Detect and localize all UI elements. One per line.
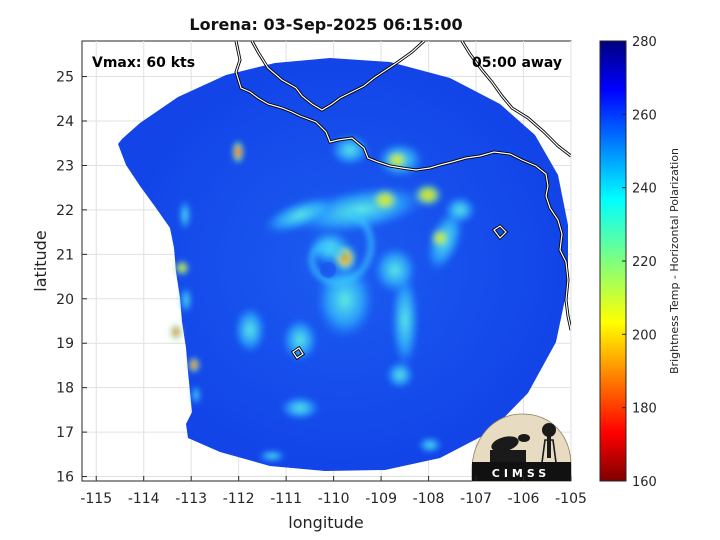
convective-area (430, 228, 450, 248)
rainband (418, 437, 442, 453)
colorbar-label: Brightness Temp - Horizontal Polarizatio… (668, 148, 681, 374)
y-axis: 16 17 18 19 20 21 22 23 24 25 (56, 70, 87, 486)
colorbar-tick-label: 160 (632, 475, 657, 490)
x-tick-label: -113 (175, 491, 207, 507)
y-tick-label: 18 (56, 381, 74, 397)
x-tick-label: -109 (365, 491, 397, 507)
rainband (262, 196, 338, 234)
edge-convection (170, 324, 182, 340)
edge-convection (179, 199, 191, 231)
rainband (234, 306, 266, 354)
x-tick-label: -108 (413, 491, 445, 507)
colorbar-ticks: 160 180 200 220 240 260 280 (622, 35, 657, 490)
vmax-label: Vmax: 60 kts (92, 55, 195, 71)
edge-convection (188, 357, 200, 373)
rainband (282, 318, 318, 362)
y-tick-label: 25 (56, 70, 74, 86)
colorbar-tick-label: 220 (632, 255, 657, 270)
y-tick-label: 24 (56, 114, 74, 130)
rainband (391, 270, 419, 370)
edge-convection (174, 260, 190, 276)
y-tick-label: 17 (56, 425, 74, 441)
x-tick-label: -105 (555, 491, 587, 507)
x-tick-label: -111 (270, 491, 302, 507)
y-axis-label: latitude (31, 230, 50, 291)
convective-area (413, 183, 443, 207)
colorbar: 160 180 200 220 240 260 280 Brightness Temp - … (599, 35, 681, 490)
chart-title: Lorena: 03-Sep-2025 06:15:00 (189, 15, 462, 34)
y-tick-label: 22 (56, 203, 74, 219)
convective-area (371, 188, 399, 212)
cimss-logo: CIMSS (471, 413, 572, 482)
y-tick-label: 20 (56, 292, 74, 308)
time-offset-label: 05:00 away (472, 55, 562, 71)
rainband (280, 396, 320, 420)
rainband (373, 246, 417, 294)
edge-convection (232, 140, 244, 164)
colorbar-tick-label: 200 (632, 328, 657, 343)
edge-convection (191, 385, 201, 405)
x-tick-label: -107 (460, 491, 492, 507)
y-tick-label: 21 (56, 247, 74, 263)
edge-convection (180, 286, 192, 314)
logo-text: CIMSS (492, 467, 550, 480)
rainband (386, 361, 414, 389)
colorbar-tick-label: 240 (632, 182, 657, 197)
colorbar-tick-label: 280 (632, 35, 657, 50)
eye (320, 262, 337, 278)
x-tick-label: -110 (318, 491, 350, 507)
x-axis: -115 -114 -113 -112 -111 -110 -109 -108 -107 -106… (80, 476, 587, 507)
x-tick-label: -115 (80, 491, 112, 507)
rainband (258, 450, 286, 462)
x-tick-label: -112 (223, 491, 255, 507)
colorbar-tick-label: 260 (632, 108, 657, 123)
y-tick-label: 19 (56, 336, 74, 352)
rainband (330, 134, 370, 166)
colorbar-gradient (599, 40, 627, 482)
colorbar-tick-label: 180 (632, 402, 657, 417)
x-axis-label: longitude (288, 513, 363, 532)
rainband (444, 196, 476, 224)
y-tick-label: 23 (56, 158, 74, 174)
spiral-band (308, 209, 374, 286)
x-tick-label: -114 (128, 491, 160, 507)
y-tick-label: 16 (56, 470, 74, 486)
x-tick-label: -106 (508, 491, 540, 507)
